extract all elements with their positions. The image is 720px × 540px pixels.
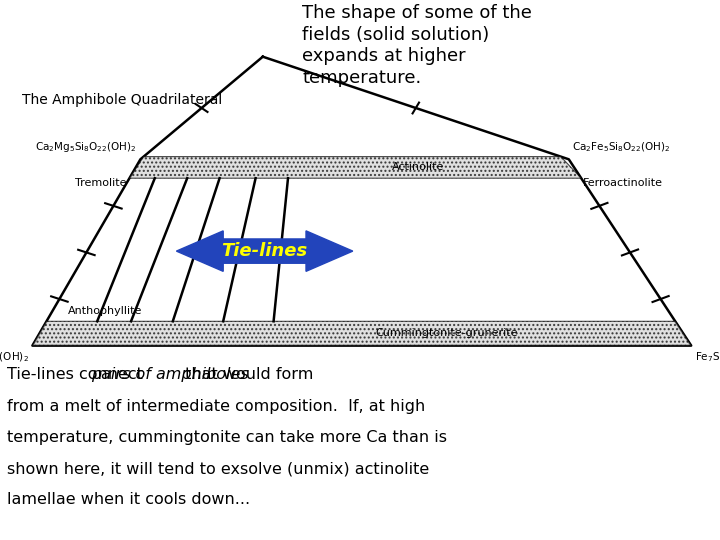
Text: Actinolite: Actinolite bbox=[392, 163, 444, 172]
Text: Tie-lines: Tie-lines bbox=[222, 242, 307, 260]
Text: lamellae when it cools down...: lamellae when it cools down... bbox=[7, 492, 251, 508]
Text: shown here, it will tend to exsolve (unmix) actinolite: shown here, it will tend to exsolve (unm… bbox=[7, 461, 429, 476]
Text: Anthophyllite: Anthophyllite bbox=[68, 306, 143, 316]
Polygon shape bbox=[32, 57, 691, 346]
Text: $\mathrm{Ca_2Fe_5Si_8O_{22}(OH)_2}$: $\mathrm{Ca_2Fe_5Si_8O_{22}(OH)_2}$ bbox=[572, 140, 671, 154]
Text: temperature, cummingtonite can take more Ca than is: temperature, cummingtonite can take more… bbox=[7, 430, 447, 445]
Text: Tremolite: Tremolite bbox=[74, 178, 126, 188]
Text: from a melt of intermediate composition.  If, at high: from a melt of intermediate composition.… bbox=[7, 399, 426, 414]
Text: $\mathrm{Mg_7Si_8O_{22}(OH)_2}$: $\mathrm{Mg_7Si_8O_{22}(OH)_2}$ bbox=[0, 350, 29, 364]
Text: The Amphibole Quadrilateral: The Amphibole Quadrilateral bbox=[22, 93, 222, 107]
Text: $\mathrm{Fe_7Si_8O_{22}(OH)_2}$: $\mathrm{Fe_7Si_8O_{22}(OH)_2}$ bbox=[695, 350, 720, 363]
Text: Cummingtonite-grunerite: Cummingtonite-grunerite bbox=[375, 328, 518, 339]
Text: $\mathrm{Ca_2Mg_5Si_8O_{22}(OH)_2}$: $\mathrm{Ca_2Mg_5Si_8O_{22}(OH)_2}$ bbox=[35, 140, 137, 154]
Polygon shape bbox=[176, 231, 353, 271]
Polygon shape bbox=[130, 157, 581, 178]
Text: that would form: that would form bbox=[181, 367, 314, 382]
Text: Ferroactinolite: Ferroactinolite bbox=[583, 178, 663, 188]
Text: The shape of some of the
fields (solid solution)
expands at higher
temperature.: The shape of some of the fields (solid s… bbox=[302, 4, 532, 87]
Text: pairs of amphiboles: pairs of amphiboles bbox=[91, 367, 249, 382]
Polygon shape bbox=[32, 321, 691, 346]
Text: Tie-lines connect: Tie-lines connect bbox=[7, 367, 148, 382]
